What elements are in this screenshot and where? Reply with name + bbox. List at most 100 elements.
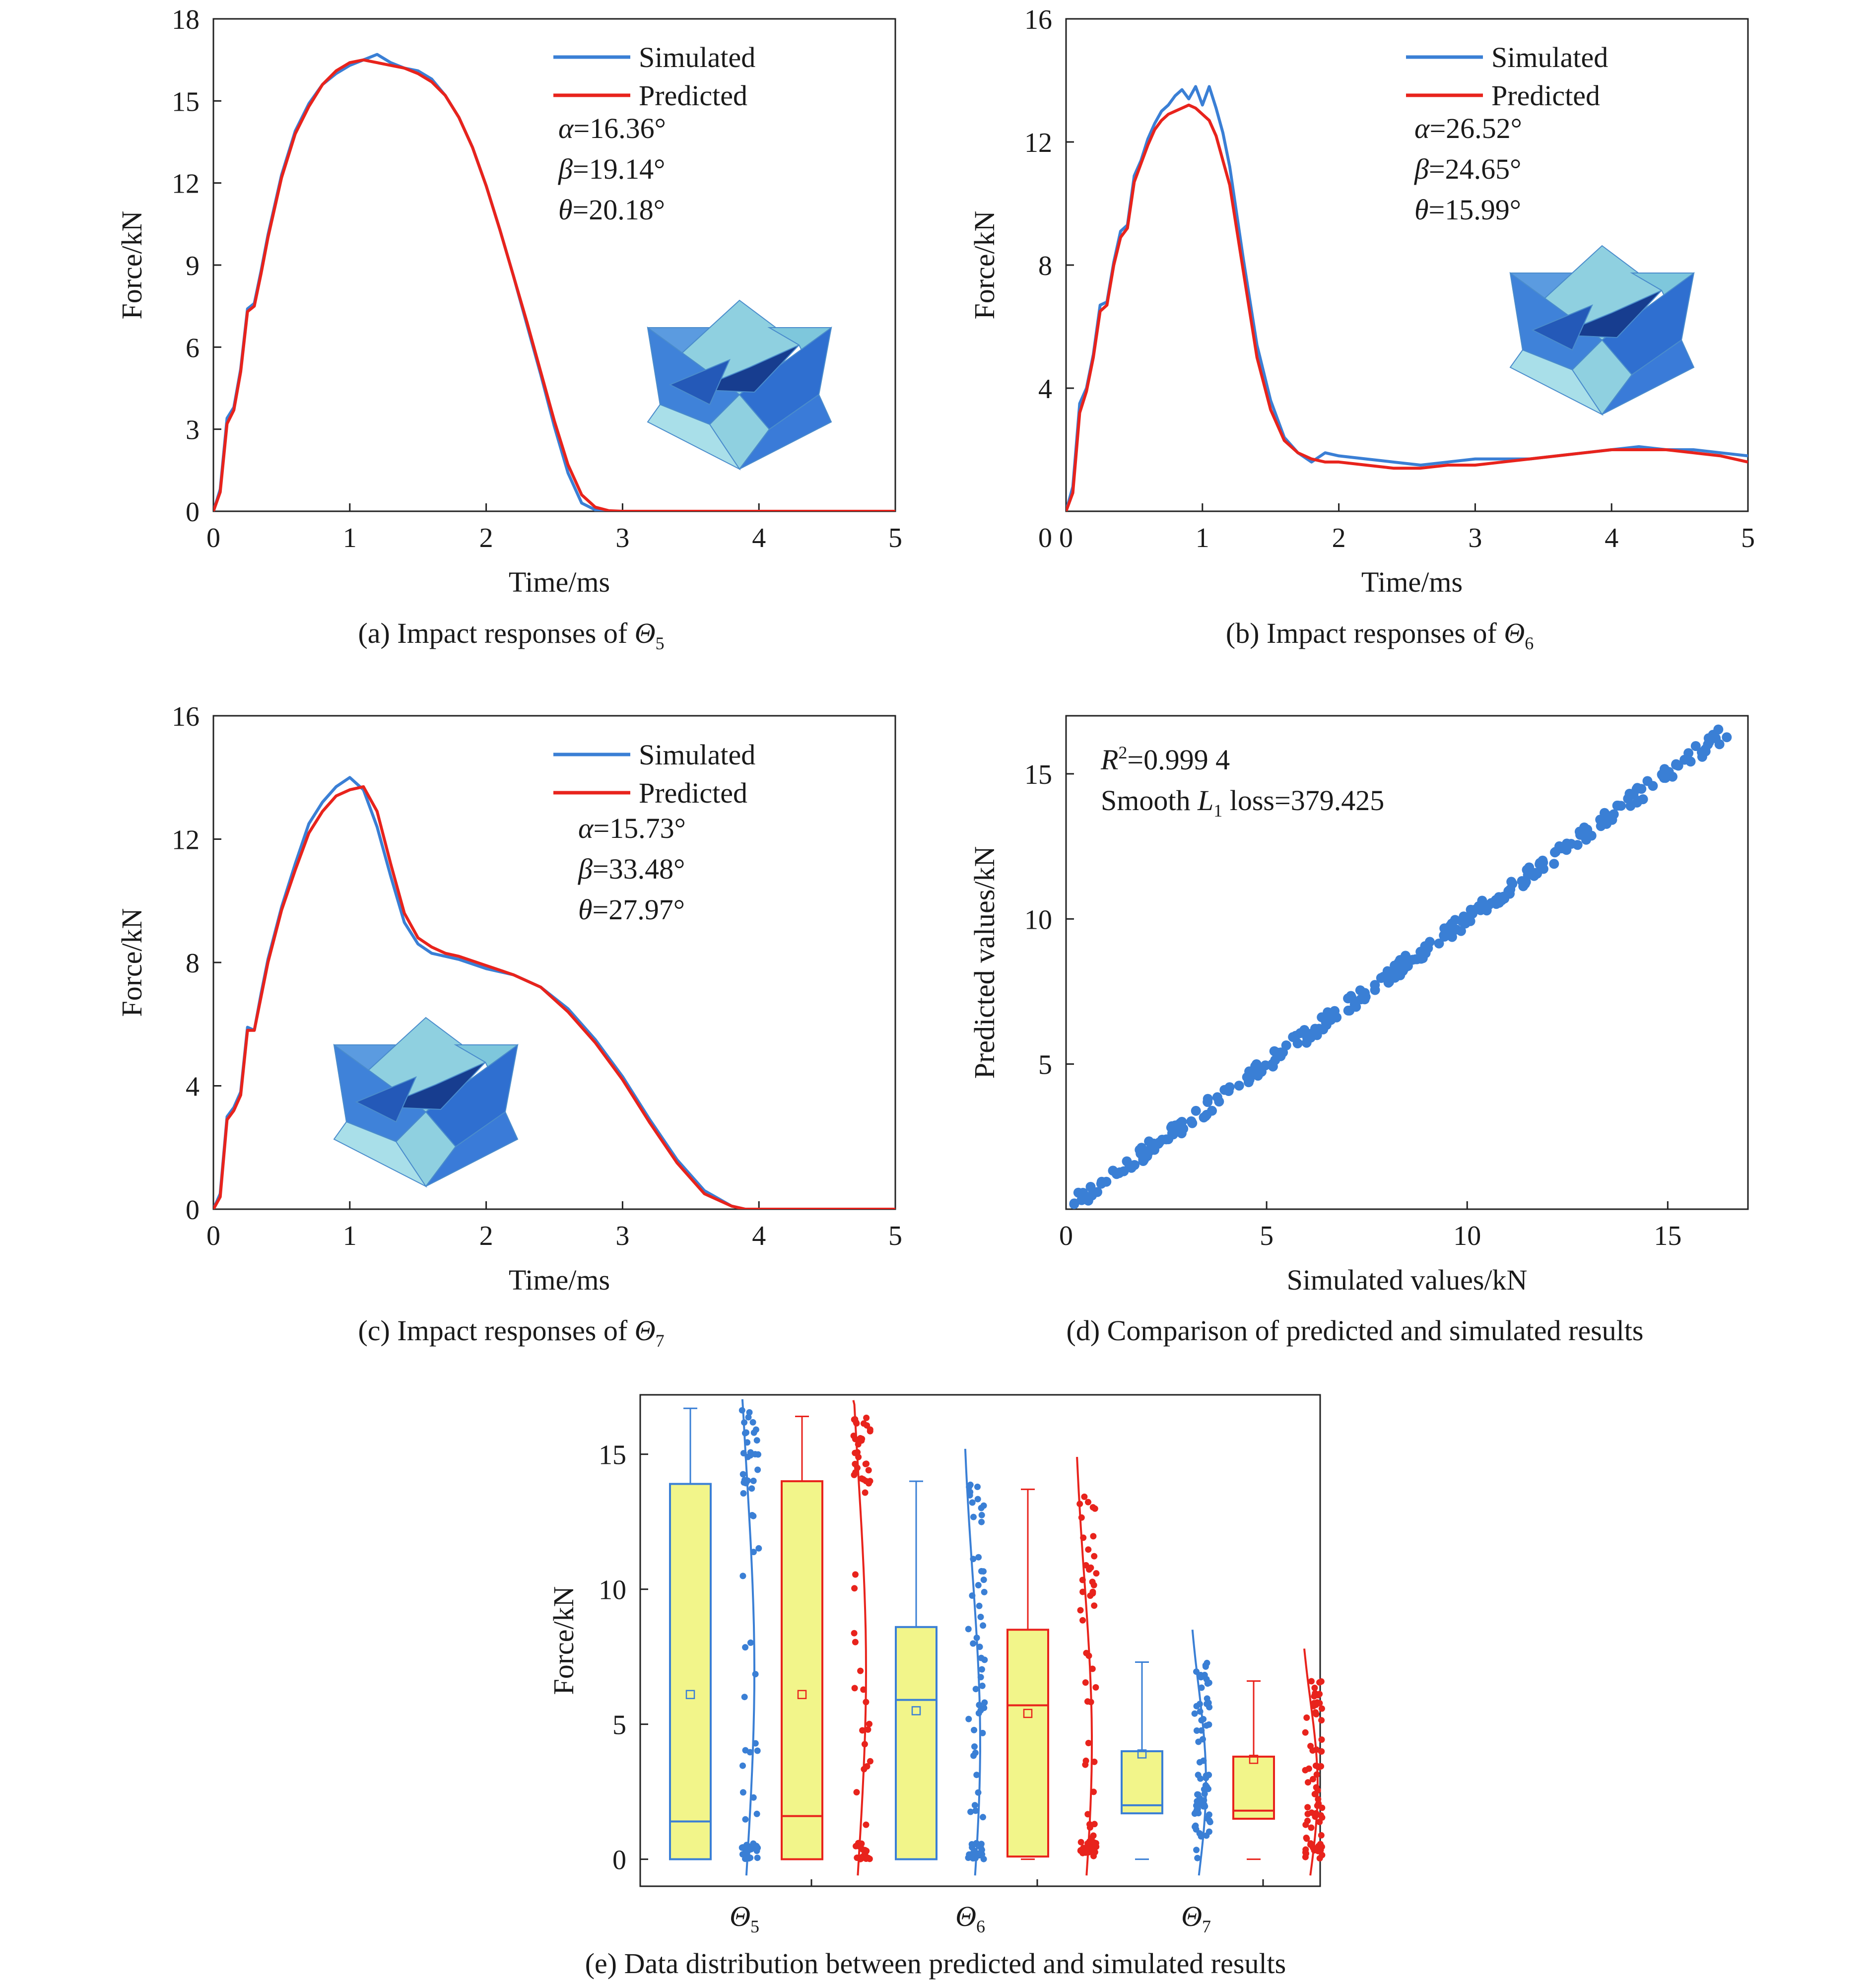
box-Θ5-simulated	[669, 1483, 712, 1860]
x-tick-label: 3	[615, 1221, 629, 1251]
data-point	[967, 1489, 974, 1496]
scatter-point	[1083, 1195, 1093, 1206]
scatter-point	[1685, 756, 1696, 767]
data-point	[975, 1554, 982, 1561]
data-point	[1090, 1852, 1097, 1859]
data-point	[863, 1821, 870, 1828]
data-point	[747, 1452, 754, 1459]
scatter-point	[1275, 1049, 1285, 1060]
data-point	[852, 1639, 859, 1645]
scatter-point	[1268, 1061, 1278, 1072]
data-point	[1206, 1819, 1213, 1826]
data-point	[1195, 1810, 1202, 1817]
x-tick-label: 1	[1196, 523, 1209, 553]
group-label-Θ6: Θ6	[955, 1900, 985, 1936]
data-point	[1318, 1812, 1324, 1819]
origami-illustration-a	[647, 299, 832, 471]
x-tick-label: 1	[343, 523, 357, 553]
data-point	[1093, 1570, 1100, 1577]
legend-label-simulated: Simulated	[639, 739, 755, 771]
data-point	[1196, 1759, 1203, 1766]
data-point	[863, 1848, 870, 1855]
data-point	[970, 1640, 977, 1647]
scatter-point	[1671, 759, 1681, 769]
data-point	[739, 1573, 746, 1579]
data-point	[1191, 1710, 1198, 1717]
data-point	[750, 1477, 757, 1484]
parameter-label: α=16.36°	[558, 112, 666, 144]
parameter-label: α=15.73°	[578, 812, 686, 844]
parameter-label: β=33.48°	[578, 853, 685, 885]
data-point	[1091, 1758, 1098, 1765]
data-point	[753, 1810, 760, 1817]
scatter-point	[1583, 831, 1593, 841]
scatter-point	[1174, 1125, 1184, 1136]
data-point	[1202, 1663, 1209, 1670]
data-point	[866, 1720, 872, 1727]
x-tick-label: 5	[1741, 523, 1755, 553]
scatter-point	[1632, 797, 1642, 808]
data-point	[970, 1513, 977, 1520]
scatter-point	[1460, 918, 1471, 929]
data-point	[1085, 1546, 1092, 1553]
x-axis-label: Time/ms	[1361, 566, 1463, 598]
data-point	[1083, 1649, 1090, 1656]
caption-c: (c) Impact responses of Θ7	[358, 1314, 664, 1351]
series-line-predicted	[213, 785, 895, 1209]
y-axis-label: Force/kN	[547, 1586, 580, 1695]
scatter-point	[1253, 1071, 1263, 1081]
data-point	[1082, 1679, 1089, 1686]
scatter-point	[1212, 1092, 1222, 1102]
data-point	[975, 1789, 982, 1796]
scatter-point	[1085, 1182, 1096, 1192]
scatter-point	[1299, 1025, 1310, 1035]
data-point	[745, 1414, 752, 1421]
data-point	[753, 1437, 760, 1444]
data-point	[1085, 1740, 1092, 1746]
data-point	[1204, 1701, 1210, 1708]
scatter-point	[1648, 781, 1658, 791]
data-point	[1310, 1776, 1316, 1782]
chart-d: 0 5 10 15 5 10 15 Simulated values/kN Predicted …	[968, 715, 1749, 1347]
scatter-point	[1538, 864, 1548, 874]
mean-marker	[685, 1690, 695, 1700]
data-point	[1192, 1823, 1198, 1830]
data-point	[1314, 1699, 1321, 1706]
scatter-point	[1355, 985, 1365, 996]
data-point	[980, 1622, 987, 1629]
scatter-point	[1416, 954, 1426, 964]
scatter-point	[1166, 1122, 1176, 1133]
y-tick-label: 16	[172, 701, 200, 732]
mean-marker	[1137, 1749, 1147, 1759]
data-point	[1194, 1854, 1201, 1861]
data-point	[966, 1851, 973, 1858]
data-point	[1199, 1798, 1206, 1805]
data-point	[978, 1505, 985, 1511]
scatter-point	[1073, 1187, 1083, 1198]
data-point	[1319, 1804, 1326, 1811]
data-point	[1193, 1847, 1200, 1853]
data-point	[867, 1758, 873, 1765]
y-tick-label: 9	[186, 251, 200, 281]
data-point	[851, 1685, 858, 1692]
scatter-point	[1549, 859, 1559, 869]
data-point	[1303, 1835, 1310, 1841]
y-axis-label: Predicted values/kN	[968, 846, 1001, 1079]
data-point	[1193, 1727, 1200, 1734]
data-point	[867, 1426, 873, 1433]
parameter-label: β=24.65°	[1414, 153, 1521, 185]
data-point	[978, 1847, 985, 1853]
data-point	[970, 1752, 977, 1759]
scatter-point	[1096, 1177, 1107, 1188]
data-point	[973, 1772, 980, 1779]
x-tick-label: 3	[1468, 523, 1482, 553]
series-line-predicted	[213, 58, 895, 511]
data-point	[1311, 1693, 1318, 1700]
data-point	[971, 1743, 978, 1750]
data-point	[1206, 1828, 1212, 1835]
chart-c: 0 1 2 3 4 50481216Time/msForce/kNSimulatedPre…	[116, 701, 902, 1351]
scatter-point	[1631, 784, 1642, 794]
legend-label-simulated: Simulated	[639, 41, 755, 73]
data-point	[974, 1496, 981, 1503]
data-point	[1311, 1684, 1318, 1691]
